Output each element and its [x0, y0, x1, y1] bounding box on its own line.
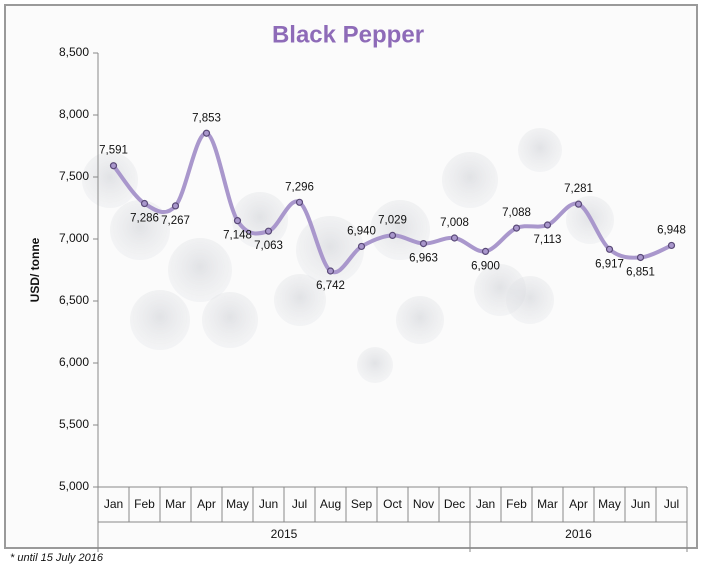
x-tick-label: Apr [197, 497, 216, 511]
data-label: 7,853 [192, 112, 221, 124]
x-tick-label: Jun [259, 497, 278, 511]
data-label: 6,948 [657, 224, 686, 236]
data-point [140, 199, 149, 208]
data-point [667, 241, 676, 250]
data-label: 7,591 [99, 145, 128, 157]
x-tick-label: Jan [104, 497, 123, 511]
x-tick-label: Mar [537, 497, 558, 511]
x-tick-label: Sep [351, 497, 373, 511]
data-label: 6,917 [595, 258, 624, 270]
data-label: 7,029 [378, 214, 407, 226]
data-point [543, 221, 552, 229]
x-group-label: 2015 [271, 527, 298, 541]
x-group-label: 2016 [565, 527, 592, 541]
x-tick-label: Jun [631, 497, 650, 511]
data-label: 6,963 [409, 253, 438, 265]
data-point [264, 227, 273, 235]
data-label: 7,296 [285, 181, 314, 193]
data-label: 7,008 [440, 217, 469, 229]
data-label: 7,113 [534, 234, 562, 246]
x-tick-label: May [226, 497, 249, 511]
x-tick-label: Jul [664, 497, 679, 511]
data-point [388, 231, 397, 240]
data-label: 7,267 [161, 215, 190, 227]
x-tick-label: Feb [506, 497, 527, 511]
data-label: 7,088 [502, 207, 531, 219]
data-label: 7,281 [564, 183, 593, 195]
x-tick-label: Dec [444, 497, 465, 511]
x-tick-label: Feb [134, 497, 155, 511]
x-tick-label: Aug [320, 497, 341, 511]
y-tick-label: 6,000 [59, 355, 89, 369]
data-point [605, 245, 614, 253]
data-point [419, 239, 428, 248]
data-point [450, 234, 459, 242]
data-label: 6,900 [471, 260, 500, 272]
background-photo [82, 128, 614, 383]
y-tick-label: 5,500 [59, 417, 89, 431]
data-point [295, 198, 304, 206]
data-label: 7,063 [254, 240, 283, 252]
data-point [481, 247, 490, 255]
data-label: 7,286 [130, 213, 159, 225]
y-tick-label: 5,000 [59, 479, 89, 493]
x-tick-label: Jul [292, 497, 307, 511]
data-point [574, 200, 583, 208]
chart-title: Black Pepper [272, 21, 424, 48]
x-tick-label: Nov [413, 497, 434, 511]
data-label: 6,940 [347, 225, 376, 237]
y-tick-label: 7,500 [59, 169, 89, 183]
data-point [326, 267, 335, 275]
footnote: * until 15 July 2016 [10, 552, 104, 564]
data-point [357, 242, 366, 251]
x-tick-label: Jan [476, 497, 495, 511]
y-axis-label: USD/ tonne [28, 237, 42, 302]
x-tick-label: Oct [383, 497, 402, 511]
y-tick-label: 7,000 [59, 231, 89, 245]
data-label: 6,851 [626, 267, 655, 279]
x-tick-label: Mar [165, 497, 186, 511]
x-tick-label: Apr [569, 497, 588, 511]
data-label: 7,148 [223, 230, 252, 242]
data-point [171, 202, 180, 210]
data-point [109, 162, 118, 170]
data-point [202, 129, 211, 137]
y-tick-label: 6,500 [59, 293, 89, 307]
x-tick-label: May [598, 497, 621, 511]
data-point [512, 224, 521, 232]
y-tick-label: 8,000 [59, 107, 89, 121]
data-point [636, 253, 645, 262]
data-point [233, 217, 242, 225]
y-tick-label: 8,500 [59, 45, 89, 59]
data-label: 6,742 [316, 280, 345, 292]
